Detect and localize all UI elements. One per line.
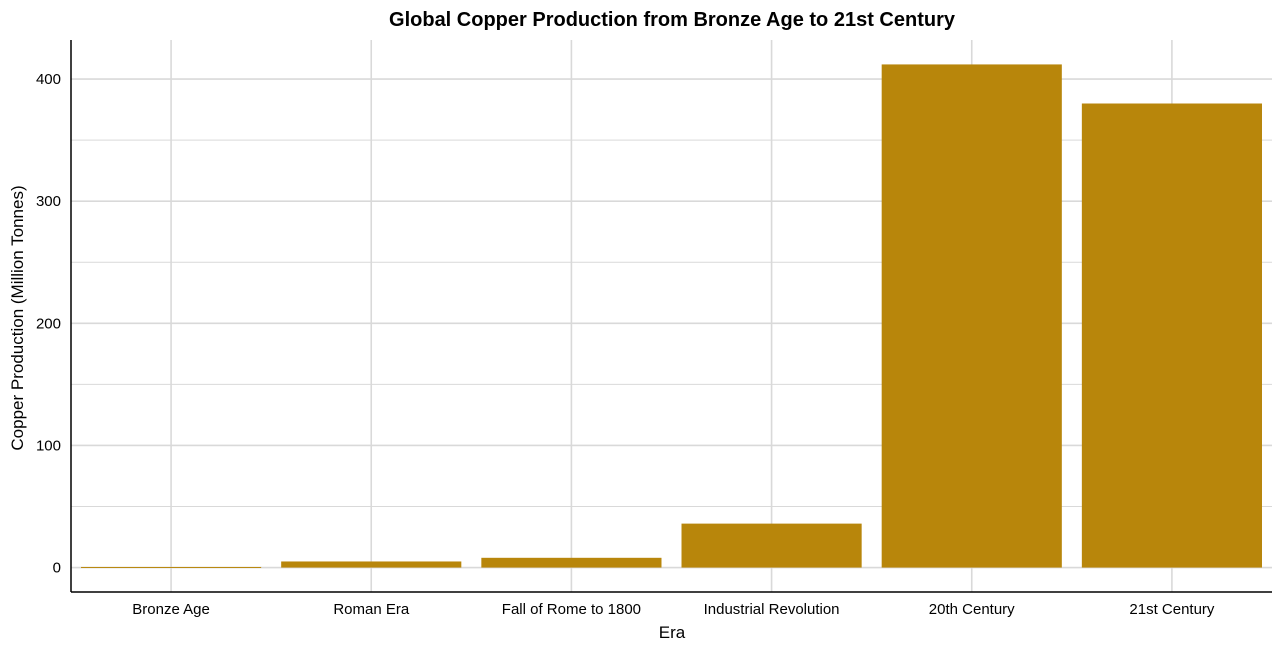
y-tick-label: 200 bbox=[36, 315, 61, 332]
axes bbox=[70, 40, 1272, 593]
bars bbox=[81, 64, 1262, 568]
y-tick-label: 300 bbox=[36, 193, 61, 210]
y-axis-title: Copper Production (Million Tonnes) bbox=[8, 185, 27, 450]
bar bbox=[481, 557, 662, 568]
chart-title: Global Copper Production from Bronze Age… bbox=[389, 9, 956, 31]
bar bbox=[881, 64, 1062, 568]
x-tick-label: Bronze Age bbox=[132, 601, 210, 618]
bar bbox=[81, 566, 262, 568]
bar bbox=[681, 523, 862, 568]
x-tick-label: Fall of Rome to 1800 bbox=[502, 601, 641, 618]
x-tick-label: 20th Century bbox=[929, 601, 1015, 618]
bar bbox=[1081, 103, 1262, 568]
x-tick-labels: Bronze Age Roman Era Fall of Rome to 1800 I… bbox=[132, 601, 1215, 618]
x-axis-title: Era bbox=[659, 623, 686, 642]
y-tick-label: 100 bbox=[36, 437, 61, 454]
x-tick-label: Roman Era bbox=[333, 601, 410, 618]
y-tick-labels: 0 100 200 300 400 bbox=[36, 71, 61, 576]
bar bbox=[281, 561, 462, 568]
y-tick-label: 0 bbox=[53, 560, 61, 577]
x-tick-label: Industrial Revolution bbox=[704, 601, 840, 618]
y-tick-label: 400 bbox=[36, 71, 61, 88]
x-tick-label: 21st Century bbox=[1129, 601, 1215, 618]
